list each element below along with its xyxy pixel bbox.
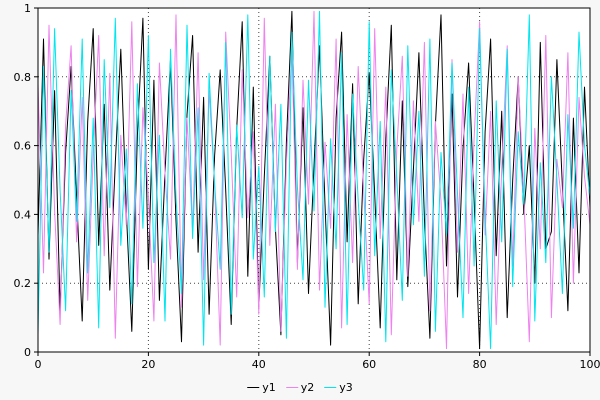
legend-label-y2: y2 — [300, 381, 315, 394]
series-line-y2 — [37, 10, 591, 350]
series-line-y3 — [37, 10, 591, 350]
y-axis-tick-label: 0.2 — [14, 277, 32, 290]
legend-item-y1: y1 — [247, 381, 276, 394]
legend-item-y2: y2 — [285, 381, 315, 394]
y-axis-tick-label: 0 — [24, 346, 31, 359]
series-line-y1 — [37, 10, 591, 350]
x-axis-tick-label: 60 — [362, 358, 376, 371]
legend-label-y3: y3 — [339, 381, 353, 394]
legend-item-y3: y3 — [324, 381, 353, 394]
plot-frame — [37, 7, 591, 353]
legend-line-swatch-y3 — [324, 387, 337, 388]
x-axis-tick-label: 20 — [141, 358, 155, 371]
y-axis-tick-label: 0.8 — [14, 71, 32, 84]
y-axis-tick-label: 0.4 — [14, 208, 32, 221]
x-axis-tick-label: 80 — [473, 358, 487, 371]
y-axis-tick-label: 1 — [24, 2, 31, 15]
x-axis-tick-label: 100 — [580, 358, 600, 371]
legend-line-swatch-y1 — [247, 387, 260, 388]
y-axis-tick-label: 0.6 — [14, 140, 32, 153]
legend-line-swatch-y2 — [285, 387, 298, 388]
chart-legend: y1 y2 y3 — [247, 381, 353, 394]
x-axis-tick-label: 40 — [252, 358, 266, 371]
legend-label-y1: y1 — [262, 381, 276, 394]
x-axis-tick-label: 0 — [35, 358, 42, 371]
